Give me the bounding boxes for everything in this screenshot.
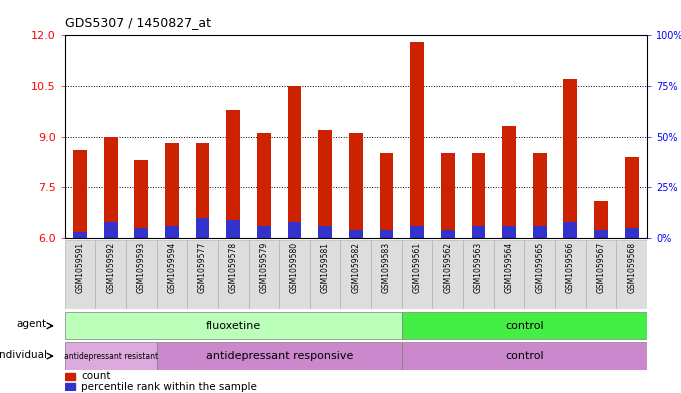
Bar: [379, 230, 394, 238]
Bar: [349, 230, 363, 238]
Bar: [165, 226, 179, 238]
Bar: [249, 240, 279, 309]
Text: antidepressant responsive: antidepressant responsive: [206, 351, 353, 361]
Bar: [226, 220, 240, 238]
Bar: [65, 240, 95, 309]
Bar: [318, 130, 332, 238]
Text: percentile rank within the sample: percentile rank within the sample: [81, 382, 257, 392]
Text: GSM1059593: GSM1059593: [137, 242, 146, 293]
Bar: [410, 226, 424, 238]
Bar: [555, 240, 586, 309]
Bar: [432, 240, 463, 309]
Bar: [379, 153, 394, 238]
Text: GSM1059594: GSM1059594: [168, 242, 176, 293]
Bar: [471, 153, 486, 238]
Bar: [349, 133, 363, 238]
Text: control: control: [505, 351, 543, 361]
Bar: [134, 160, 148, 238]
Bar: [563, 79, 577, 238]
Bar: [104, 222, 118, 238]
Text: GSM1059561: GSM1059561: [413, 242, 422, 293]
Text: GSM1059582: GSM1059582: [351, 242, 360, 293]
Bar: [441, 230, 455, 238]
Bar: [195, 143, 210, 238]
Bar: [104, 136, 118, 238]
Text: GSM1059577: GSM1059577: [198, 242, 207, 293]
Bar: [502, 226, 516, 238]
Text: GSM1059565: GSM1059565: [535, 242, 544, 293]
Bar: [616, 240, 647, 309]
Bar: [624, 228, 639, 238]
Bar: [586, 240, 616, 309]
Bar: [95, 240, 126, 309]
Bar: [533, 153, 547, 238]
Bar: [73, 150, 87, 238]
Bar: [624, 157, 639, 238]
Bar: [65, 383, 75, 390]
Text: GSM1059580: GSM1059580: [290, 242, 299, 293]
Bar: [257, 133, 271, 238]
Bar: [471, 226, 486, 238]
Text: GSM1059581: GSM1059581: [321, 242, 330, 293]
Bar: [279, 240, 310, 309]
Bar: [594, 201, 608, 238]
Bar: [65, 342, 157, 370]
Bar: [563, 222, 577, 238]
Text: fluoxetine: fluoxetine: [206, 321, 261, 331]
Text: GDS5307 / 1450827_at: GDS5307 / 1450827_at: [65, 16, 210, 29]
Bar: [287, 222, 302, 238]
Bar: [402, 342, 647, 370]
Text: GSM1059578: GSM1059578: [229, 242, 238, 293]
Bar: [287, 86, 302, 238]
Text: individual: individual: [0, 350, 46, 360]
Text: GSM1059566: GSM1059566: [566, 242, 575, 293]
Bar: [126, 240, 157, 309]
Bar: [441, 153, 455, 238]
Bar: [157, 342, 402, 370]
Bar: [218, 240, 249, 309]
Bar: [157, 240, 187, 309]
Text: control: control: [505, 321, 543, 331]
Text: GSM1059562: GSM1059562: [443, 242, 452, 293]
Bar: [134, 228, 148, 238]
Bar: [187, 240, 218, 309]
Text: GSM1059592: GSM1059592: [106, 242, 115, 293]
Text: GSM1059591: GSM1059591: [76, 242, 84, 293]
Text: agent: agent: [16, 320, 46, 329]
Text: antidepressant resistant: antidepressant resistant: [63, 352, 158, 360]
Bar: [502, 127, 516, 238]
Bar: [494, 240, 524, 309]
Text: count: count: [81, 371, 110, 381]
Bar: [65, 312, 402, 340]
Bar: [195, 217, 210, 238]
Bar: [165, 143, 179, 238]
Text: GSM1059567: GSM1059567: [597, 242, 605, 293]
Bar: [65, 373, 75, 380]
Bar: [410, 42, 424, 238]
Text: GSM1059568: GSM1059568: [627, 242, 636, 293]
Bar: [463, 240, 494, 309]
Bar: [257, 226, 271, 238]
Bar: [524, 240, 555, 309]
Bar: [594, 230, 608, 238]
Bar: [533, 226, 547, 238]
Bar: [340, 240, 371, 309]
Text: GSM1059583: GSM1059583: [382, 242, 391, 293]
Bar: [402, 240, 432, 309]
Bar: [371, 240, 402, 309]
Bar: [73, 232, 87, 238]
Bar: [226, 110, 240, 238]
Bar: [318, 226, 332, 238]
Bar: [402, 312, 647, 340]
Text: GSM1059564: GSM1059564: [505, 242, 513, 293]
Text: GSM1059579: GSM1059579: [259, 242, 268, 293]
Text: GSM1059563: GSM1059563: [474, 242, 483, 293]
Bar: [310, 240, 340, 309]
